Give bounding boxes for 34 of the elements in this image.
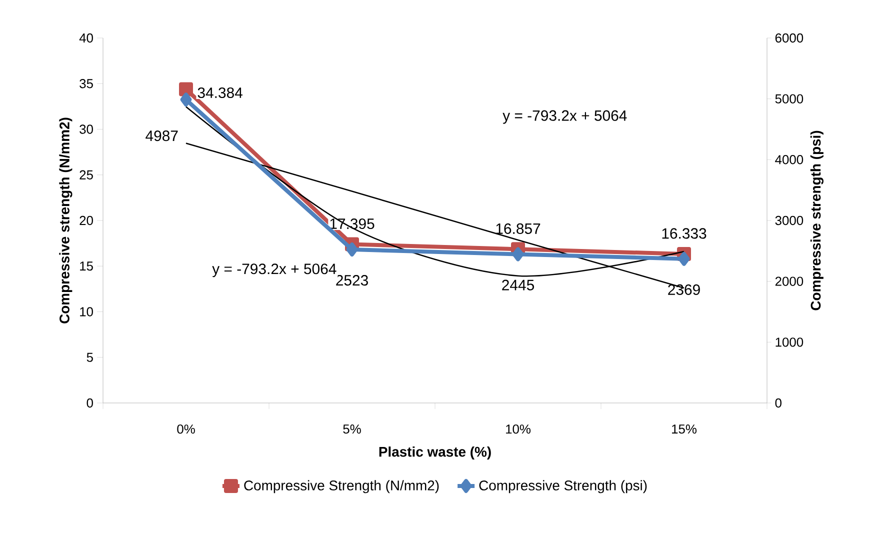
y-tick-label: 15 — [80, 262, 93, 271]
data-label: 34.384 — [198, 87, 242, 98]
legend-label: Compressive Strength (N/mm2) — [244, 480, 439, 494]
x-tick-label: 5% — [343, 424, 361, 434]
x-tick-label: 15% — [672, 424, 697, 434]
y-axis-title: Compressive strength (N/mm2) — [59, 118, 72, 324]
y-tick-label: 10 — [80, 307, 93, 316]
x-axis-title: Plastic waste (%) — [379, 446, 491, 460]
y2-tick-label: 1000 — [776, 338, 804, 347]
x-tick-label: 0% — [177, 424, 195, 434]
y-tick-label: 25 — [80, 170, 93, 180]
y-tick-label: 35 — [80, 79, 93, 88]
y-tick-label: 0 — [86, 398, 93, 408]
data-label: 2369 — [668, 284, 700, 295]
x-tick-label: 10% — [506, 424, 531, 434]
annotation: y = -793.2x + 5064 — [212, 264, 336, 278]
data-label: 4987 — [146, 130, 178, 142]
data-label: 2523 — [336, 275, 368, 286]
y2-tick-label: 2000 — [775, 276, 804, 286]
legend-label: Compressive Strength (psi) — [479, 480, 647, 494]
annotation: y = -793.2x + 5064 — [502, 110, 627, 124]
y2-tick-label: 3000 — [775, 216, 804, 226]
y-tick-label: 5 — [86, 352, 93, 362]
y-tick-label: 20 — [80, 216, 93, 226]
y2-axis-title: Compressive strength (psi) — [810, 130, 824, 310]
y2-tick-label: 0 — [775, 398, 782, 408]
y2-tick-label: 4000 — [775, 155, 804, 164]
y2-tick-label: 6000 — [775, 33, 804, 43]
y-tick-label: 40 — [79, 33, 93, 43]
data-label: 16.857 — [496, 223, 540, 234]
y-tick-label: 30 — [80, 124, 93, 134]
data-label: 2445 — [502, 280, 534, 290]
y2-tick-label: 5000 — [775, 94, 804, 104]
data-label: 16.333 — [662, 228, 706, 239]
